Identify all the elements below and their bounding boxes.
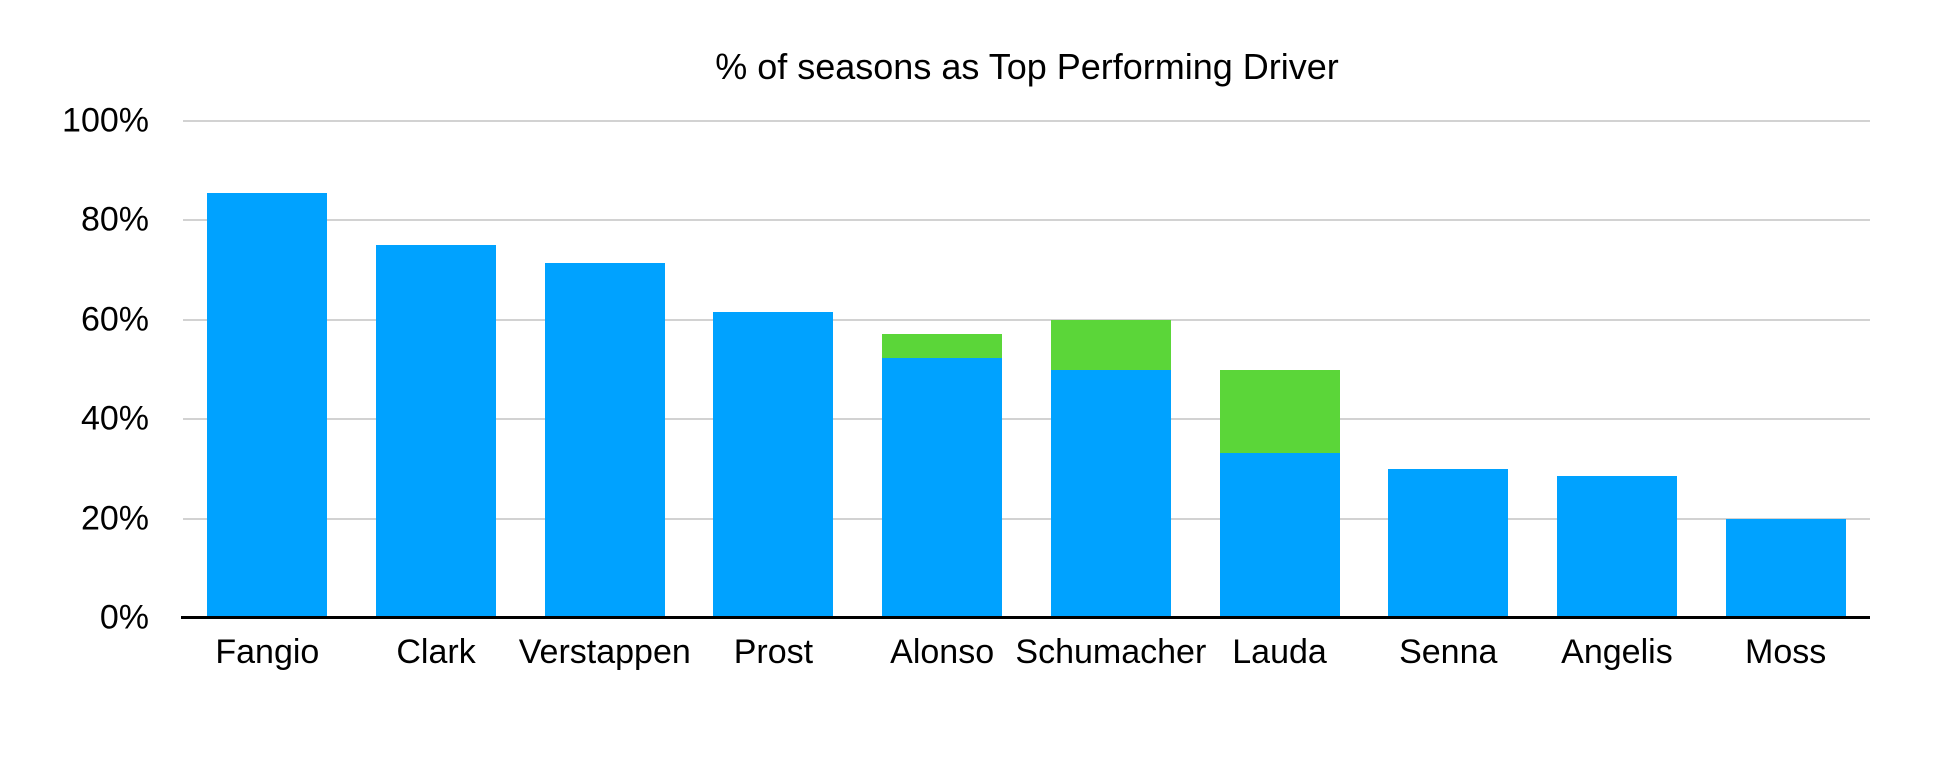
bar-segment-green <box>882 333 1003 358</box>
bar-segment-blue <box>207 193 328 618</box>
bar-moss <box>1725 518 1846 618</box>
bar-segment-blue <box>713 312 834 618</box>
y-tick-label-0: 0% <box>99 598 149 637</box>
x-label-fangio: Fangio <box>215 633 320 671</box>
bar-segment-blue <box>1725 518 1846 618</box>
x-label-senna: Senna <box>1399 633 1498 671</box>
gridline-60 <box>183 318 1870 321</box>
bar-segment-blue <box>376 245 497 618</box>
bar-angelis <box>1556 475 1677 618</box>
gridline-100 <box>183 120 1870 122</box>
bar-verstappen <box>544 263 665 618</box>
x-label-angelis: Angelis <box>1561 633 1673 671</box>
bar-segment-blue <box>1050 369 1171 618</box>
bar-prost <box>713 312 834 618</box>
bar-lauda <box>1219 369 1340 618</box>
bar-clark <box>376 245 497 618</box>
bar-segment-green <box>1219 369 1340 453</box>
bar-alonso <box>882 333 1003 618</box>
x-label-lauda: Lauda <box>1232 633 1327 671</box>
plot-area: 0% 20% 40% 60% 80% 100% Fangio Clark Verstappen P… <box>62 102 1870 671</box>
y-tick-label-20: 20% <box>80 499 149 538</box>
bar-segment-green <box>1050 319 1171 370</box>
x-label-schumacher: Schumacher <box>1015 633 1207 671</box>
bar-segment-blue <box>1219 452 1340 618</box>
bar-segment-blue <box>544 263 665 618</box>
bar-segment-blue <box>1556 475 1677 618</box>
bar-segment-blue <box>882 357 1003 618</box>
y-tick-label-100: 100% <box>62 101 149 140</box>
bar-senna <box>1388 468 1509 618</box>
gridline-40 <box>183 418 1870 421</box>
gridline-20 <box>183 517 1870 520</box>
x-label-prost: Prost <box>733 633 814 671</box>
x-axis-line <box>181 616 1870 619</box>
bar-segment-blue <box>1388 468 1509 618</box>
bar-fangio <box>207 193 328 618</box>
x-label-verstappen: Verstappen <box>518 633 691 671</box>
x-label-moss: Moss <box>1745 633 1827 671</box>
x-label-alonso: Alonso <box>890 633 995 671</box>
bar-schumacher <box>1050 319 1171 618</box>
chart-title: % of seasons as Top Performing Driver <box>715 46 1339 87</box>
y-tick-label-80: 80% <box>80 200 149 239</box>
y-tick-label-60: 60% <box>80 300 149 339</box>
x-label-clark: Clark <box>396 633 476 671</box>
gridline-80 <box>183 219 1870 222</box>
y-tick-label-40: 40% <box>80 399 149 438</box>
